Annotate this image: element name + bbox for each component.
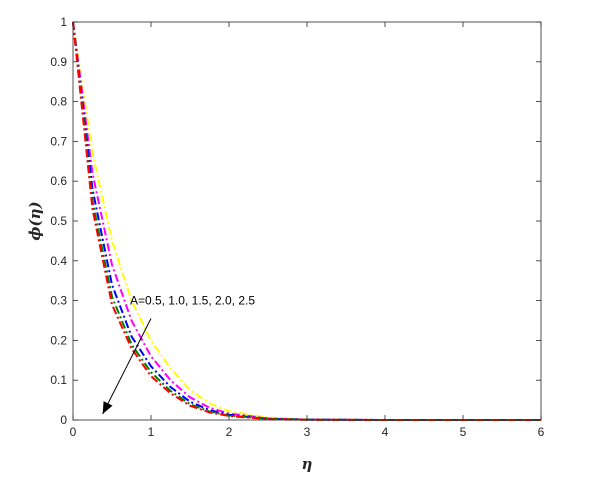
x-tick-label: 2 — [226, 425, 233, 439]
y-tick-label: 0.9 — [50, 55, 67, 69]
y-tick-label: 0.4 — [50, 254, 67, 268]
y-tick-label: 0.7 — [50, 134, 67, 148]
y-tick-label: 0.8 — [50, 95, 67, 109]
y-tick-label: 0.1 — [50, 373, 67, 387]
y-tick-label: 1 — [60, 15, 67, 29]
x-tick-label: 4 — [382, 425, 389, 439]
y-tick-label: 0.5 — [50, 214, 67, 228]
tick-layer: 0 1 2 3 4 5 6 0 0.1 0.2 0.3 0.4 0.5 0.6 0.7 0.8 0.9 1 — [50, 15, 544, 439]
y-tick-label: 0.6 — [50, 174, 67, 188]
y-tick-label: 0.2 — [50, 333, 67, 347]
annotation-arrow-shaft — [102, 318, 152, 415]
y-axis-label: ϕ(η) — [26, 201, 44, 240]
annotation-text: A=0.5, 1.0, 1.5, 2.0, 2.5 — [130, 294, 255, 308]
plot-background — [73, 22, 541, 420]
y-tick-label: 0 — [60, 413, 67, 427]
x-tick-label: 1 — [148, 425, 155, 439]
x-tick-label: 6 — [538, 425, 545, 439]
y-tick-label: 0.3 — [50, 294, 67, 308]
x-axis-label: η — [302, 455, 313, 473]
x-tick-label: 3 — [304, 425, 311, 439]
series-line-5 — [72, 21, 541, 421]
x-tick-label: 5 — [460, 425, 467, 439]
annotation-layer: A=0.5, 1.0, 1.5, 2.0, 2.5 — [102, 294, 255, 415]
x-tick-label: 0 — [70, 425, 77, 439]
annotation-arrow-head — [102, 401, 113, 415]
